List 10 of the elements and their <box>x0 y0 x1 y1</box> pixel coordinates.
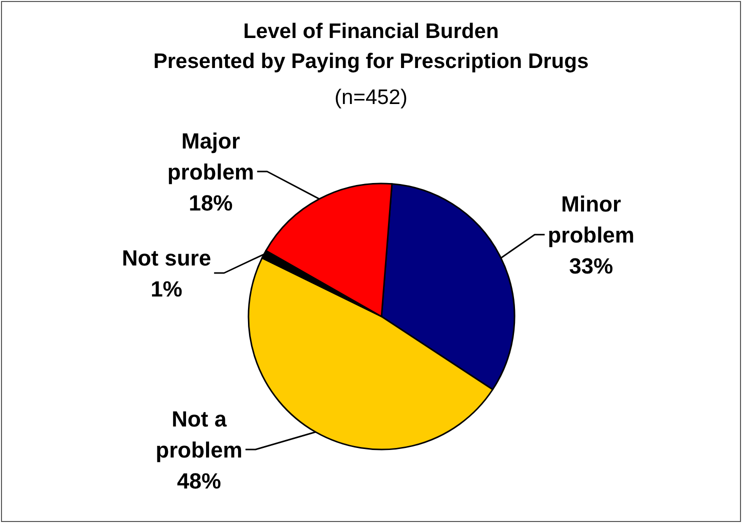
slice-label: Not a problem <box>156 406 242 462</box>
chart-subtitle: (n=452) <box>334 86 408 109</box>
slice-label: Major problem <box>167 128 254 184</box>
data-label: 18% <box>188 190 233 216</box>
data-label: 1% <box>150 276 182 302</box>
slice-label: Minor problem <box>548 192 634 248</box>
data-label: 33% <box>569 254 614 279</box>
chart-title: Level of Financial Burden Presented by Paying for Prescription Drugs <box>153 20 589 73</box>
slice-label: Not sure <box>122 245 212 270</box>
data-label: 48% <box>177 468 222 494</box>
